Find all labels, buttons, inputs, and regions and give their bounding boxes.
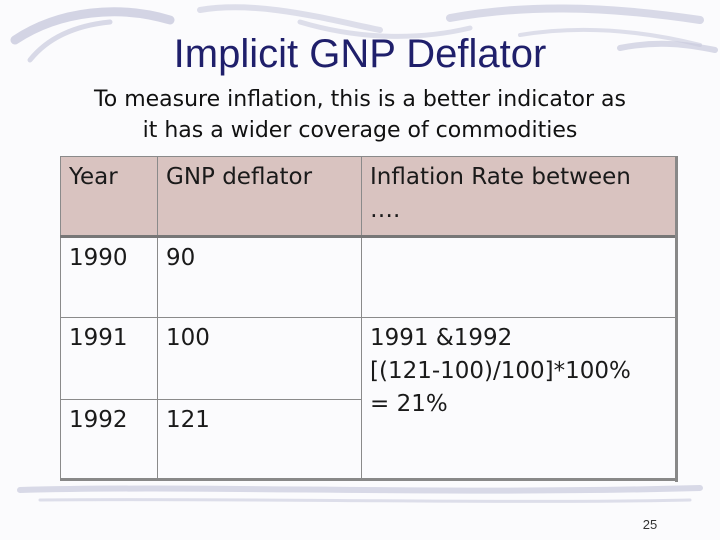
cell-inflation-empty <box>361 235 677 319</box>
inflation-years: 1991 &1992 <box>370 325 513 352</box>
subtitle-line-2: it has a wider coverage of commodities <box>142 118 578 143</box>
page-number: 25 <box>642 517 658 532</box>
inflation-result: = 21% <box>370 391 448 418</box>
cell-year: 1990 <box>60 235 158 319</box>
table-header-row: Year GNP deflator Inflation Rate between… <box>60 156 677 238</box>
table-shadow-bottom <box>60 478 678 481</box>
header-year: Year <box>60 156 158 238</box>
table-row: 1991 100 1991 &1992 [(121-100)/100]*100%… <box>60 317 677 480</box>
table-row: 1990 90 <box>60 235 677 319</box>
cell-year: 1991 <box>60 317 158 401</box>
header-gnp-deflator: GNP deflator <box>157 156 362 238</box>
cell-deflator: 121 <box>157 399 362 480</box>
slide-subtitle: To measure inflation, this is a better i… <box>40 84 680 146</box>
table-row: 1992 121 <box>60 399 677 480</box>
subtitle-line-1: To measure inflation, this is a better i… <box>94 87 626 112</box>
gnp-deflator-table: Year GNP deflator Inflation Rate between… <box>60 156 677 480</box>
table-shadow-right <box>675 156 678 482</box>
cell-deflator: 100 <box>157 317 362 401</box>
header-inflation-rate: Inflation Rate between …. <box>361 156 677 238</box>
inflation-formula: [(121-100)/100]*100% <box>370 358 631 385</box>
slide-title: Implicit GNP Deflator <box>173 32 547 76</box>
cell-inflation-calculation: 1991 &1992 [(121-100)/100]*100% = 21% <box>361 317 677 480</box>
cell-deflator: 90 <box>157 235 362 319</box>
cell-year: 1992 <box>60 399 158 480</box>
